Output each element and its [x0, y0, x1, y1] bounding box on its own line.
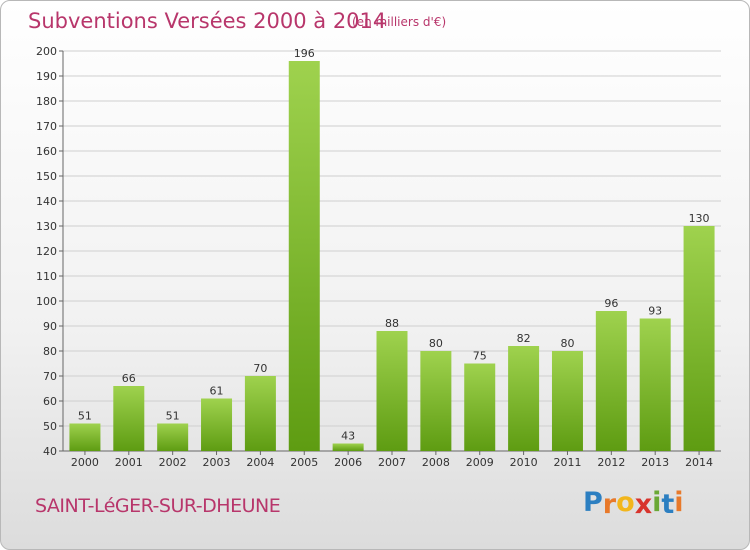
logo-letter: r — [602, 489, 617, 520]
data-label-2003: 61 — [210, 385, 224, 398]
x-tick-label: 2010 — [510, 456, 538, 469]
proxiti-logo: Proxiti — [583, 487, 684, 520]
data-label-2010: 82 — [517, 332, 531, 345]
data-label-2001: 66 — [122, 372, 136, 385]
chart-title: Subventions Versées 2000 à 2014 — [28, 9, 387, 33]
bar-2000 — [69, 423, 101, 451]
bar-2002 — [157, 423, 189, 451]
y-tick-label: 100 — [36, 295, 57, 308]
commune-name: SAINT-LéGER-SUR-DHEUNE — [35, 495, 281, 517]
bar-2005 — [288, 61, 320, 451]
y-tick-label: 90 — [43, 320, 57, 333]
bar-2010 — [508, 346, 540, 451]
bar-2011 — [551, 351, 583, 451]
y-tick-label: 110 — [36, 270, 57, 283]
logo-letter: t — [661, 489, 675, 520]
x-tick-label: 2012 — [597, 456, 625, 469]
logo-letter: i — [652, 487, 662, 518]
y-tick-label: 70 — [43, 370, 57, 383]
data-label-2005: 196 — [294, 47, 315, 60]
logo-letter: i — [674, 487, 684, 518]
gridlines — [63, 50, 721, 452]
x-tick-label: 2011 — [553, 456, 581, 469]
chart-subtitle: (en milliers d'€) — [352, 15, 447, 29]
y-tick-label: 160 — [36, 145, 57, 158]
logo-letter: x — [634, 489, 653, 520]
data-labels: 51 66 51 61 70 196 43 88 80 75 82 80 96 93 130 — [78, 47, 710, 443]
data-label-2000: 51 — [78, 410, 92, 423]
y-tick-label: 120 — [36, 245, 57, 258]
x-tick-label: 2006 — [334, 456, 362, 469]
bar-2008 — [420, 351, 452, 451]
bars — [69, 61, 715, 451]
bar-2004 — [244, 376, 276, 451]
data-label-2011: 80 — [560, 337, 574, 350]
data-label-2007: 88 — [385, 317, 399, 330]
x-tick-label: 2000 — [71, 456, 99, 469]
data-label-2009: 75 — [473, 350, 487, 363]
data-label-2002: 51 — [166, 410, 180, 423]
logo-letter: P — [583, 487, 603, 518]
data-label-2008: 80 — [429, 337, 443, 350]
x-tick-label: 2001 — [115, 456, 143, 469]
x-tick-label: 2008 — [422, 456, 450, 469]
x-tick-label: 2002 — [159, 456, 187, 469]
y-tick-label: 170 — [36, 120, 57, 133]
bar-2009 — [464, 363, 496, 451]
y-tick-label: 180 — [36, 95, 57, 108]
x-tick-label: 2009 — [466, 456, 494, 469]
data-label-2014: 130 — [689, 212, 710, 225]
x-tick-label: 2014 — [685, 456, 713, 469]
y-tick-label: 200 — [36, 45, 57, 58]
x-tick-label: 2005 — [290, 456, 318, 469]
y-tick-label: 190 — [36, 70, 57, 83]
y-tick-label: 80 — [43, 345, 57, 358]
y-tick-label: 130 — [36, 220, 57, 233]
bar-2013 — [639, 318, 671, 451]
y-tick-label: 40 — [43, 445, 57, 458]
bar-2007 — [376, 331, 408, 451]
data-label-2013: 93 — [648, 305, 662, 318]
data-label-2006: 43 — [341, 430, 355, 443]
y-tick-label: 150 — [36, 170, 57, 183]
bar-2014 — [683, 226, 715, 451]
x-tick-label: 2004 — [246, 456, 274, 469]
y-tick-label: 60 — [43, 395, 57, 408]
data-label-2012: 96 — [604, 297, 618, 310]
x-tick-label: 2007 — [378, 456, 406, 469]
bar-2003 — [201, 398, 233, 451]
x-tick-label: 2003 — [203, 456, 231, 469]
x-tick-label: 2013 — [641, 456, 669, 469]
bar-2012 — [595, 311, 627, 451]
bar-2001 — [113, 386, 145, 451]
y-tick-label: 140 — [36, 195, 57, 208]
logo-letter: o — [616, 487, 635, 518]
data-label-2004: 70 — [253, 362, 267, 375]
bar-2006 — [332, 443, 364, 451]
y-tick-label: 50 — [43, 420, 57, 433]
